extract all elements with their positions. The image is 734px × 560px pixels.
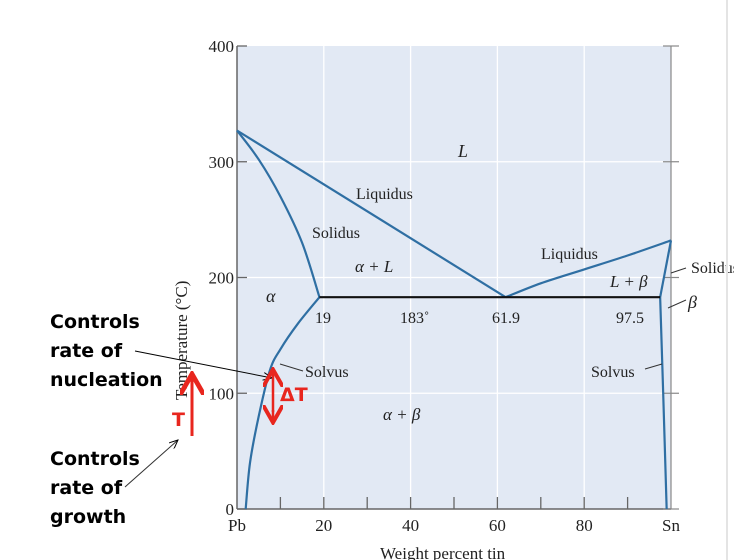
temperature-label: T <box>172 409 185 431</box>
nucleation-annotation: Controls rate of nucleation <box>50 311 272 391</box>
label-L-beta: L + β <box>609 272 648 291</box>
nucleation-line-2: rate of <box>50 340 123 362</box>
x-tick-label: Pb <box>228 516 246 535</box>
x-tick-label: 80 <box>576 516 593 535</box>
solidus-right-curve <box>659 240 673 298</box>
solvus-right-curve <box>659 297 668 510</box>
label-alpha-beta: α + β <box>383 405 421 424</box>
label-solvus-right: Solvus <box>591 364 635 381</box>
nucleation-line-1: Controls <box>50 311 140 333</box>
x-axis-label: Weight percent tin <box>380 544 506 560</box>
label-alpha: α <box>266 286 276 306</box>
nucleation-line-3: nucleation <box>50 369 163 391</box>
y-tick-label: 200 <box>209 269 235 288</box>
label-beta: β <box>687 292 697 312</box>
x-tick-label: 20 <box>315 516 332 535</box>
gridlines <box>237 46 671 509</box>
window-edge <box>726 0 728 560</box>
label-comp-97-5: 97.5 <box>616 310 644 327</box>
label-comp-61-9: 61.9 <box>492 310 520 327</box>
label-comp-19: 19 <box>315 310 331 327</box>
label-eutectic-temp: 183˚ <box>400 310 429 327</box>
label-alpha-L: α + L <box>355 257 393 276</box>
label-solidus-left: Solidus <box>312 225 360 242</box>
y-tick-label: 400 <box>209 37 235 56</box>
y-axis-label: Temperature (°C) <box>172 281 191 400</box>
liquidus-left-curve <box>236 129 507 299</box>
label-solidus-right: Solidus <box>691 260 734 277</box>
phase-boundaries <box>236 129 673 510</box>
growth-annotation: Controls rate of growth <box>50 440 178 528</box>
x-tick-label: 60 <box>489 516 506 535</box>
label-liquidus-right: Liquidus <box>541 246 598 263</box>
solidus-left-curve <box>236 129 321 298</box>
x-tick-label: 40 <box>402 516 419 535</box>
delta-t-label: ΔT <box>280 384 308 406</box>
y-tick-label: 300 <box>209 153 235 172</box>
label-L: L <box>457 141 468 161</box>
x-tick-label: Sn <box>662 516 680 535</box>
y-tick-label: 0 <box>226 500 235 519</box>
label-solvus-left: Solvus <box>305 364 349 381</box>
growth-line-2: rate of <box>50 477 123 499</box>
label-liquidus-left: Liquidus <box>356 186 413 203</box>
growth-line-3: growth <box>50 506 126 528</box>
axes: 0 100 200 300 400 Pb 20 40 60 80 Sn <box>209 37 681 535</box>
liquidus-right-curve <box>505 239 672 299</box>
growth-line-1: Controls <box>50 448 140 470</box>
nucleation-arrow <box>134 350 272 378</box>
y-tick-label: 100 <box>209 384 235 403</box>
growth-arrow <box>124 440 178 488</box>
leader-lines <box>279 267 687 372</box>
